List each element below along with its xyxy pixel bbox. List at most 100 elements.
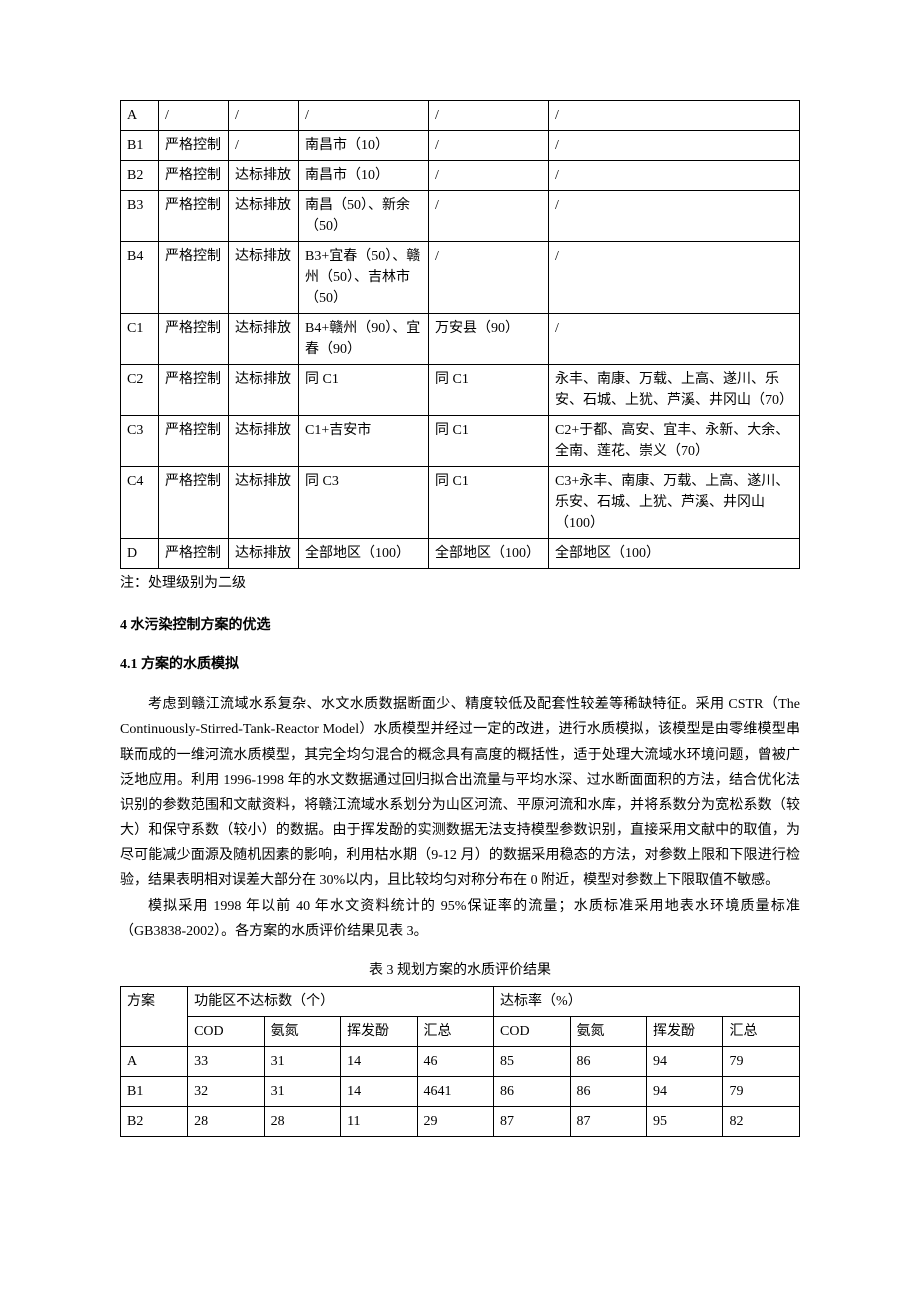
cell: /	[549, 314, 800, 365]
cell: 86	[494, 1077, 570, 1107]
cell: /	[549, 191, 800, 242]
header-cell: 达标率（%）	[494, 987, 800, 1017]
cell: 严格控制	[159, 161, 229, 191]
cell: 达标排放	[229, 191, 299, 242]
header-cell: 汇总	[417, 1017, 493, 1047]
cell: C1	[121, 314, 159, 365]
cell: 86	[570, 1047, 646, 1077]
header-cell: 氨氮	[264, 1017, 340, 1047]
table-schemes-body: A / / / / / B1 严格控制 / 南昌市（10） / / B2 严格控…	[121, 101, 800, 569]
cell: 同 C1	[429, 467, 549, 539]
table-row: B3 严格控制 达标排放 南昌（50）、新余（50） / /	[121, 191, 800, 242]
cell: 达标排放	[229, 467, 299, 539]
cell: B3+宜春（50）、赣州（50）、吉林市（50）	[299, 242, 429, 314]
section-4-title: 4 水污染控制方案的优选	[120, 615, 800, 637]
cell: B1	[121, 131, 159, 161]
cell: B2	[121, 1107, 188, 1137]
cell: 同 C1	[429, 365, 549, 416]
cell: 46	[417, 1047, 493, 1077]
table-row: A / / / / /	[121, 101, 800, 131]
cell: 同 C3	[299, 467, 429, 539]
cell: 同 C1	[429, 416, 549, 467]
cell: /	[159, 101, 229, 131]
cell: 32	[188, 1077, 264, 1107]
cell: 同 C1	[299, 365, 429, 416]
cell: 达标排放	[229, 539, 299, 569]
cell: 95	[647, 1107, 723, 1137]
cell: B2	[121, 161, 159, 191]
cell: 达标排放	[229, 161, 299, 191]
cell: B4+赣州（90）、宜春（90）	[299, 314, 429, 365]
table-row: C4 严格控制 达标排放 同 C3 同 C1 C3+永丰、南康、万载、上高、遂川…	[121, 467, 800, 539]
cell: 14	[341, 1047, 417, 1077]
cell: 94	[647, 1047, 723, 1077]
cell: /	[549, 131, 800, 161]
header-cell: 挥发酚	[341, 1017, 417, 1047]
cell: /	[429, 161, 549, 191]
cell: 14	[341, 1077, 417, 1107]
table-note: 注：处理级别为二级	[120, 573, 800, 595]
cell: C3+永丰、南康、万载、上高、遂川、乐安、石城、上犹、芦溪、井冈山（100）	[549, 467, 800, 539]
header-cell: 氨氮	[570, 1017, 646, 1047]
cell: 全部地区（100）	[429, 539, 549, 569]
cell: 87	[494, 1107, 570, 1137]
cell: C1+吉安市	[299, 416, 429, 467]
table-row: D 严格控制 达标排放 全部地区（100） 全部地区（100） 全部地区（100…	[121, 539, 800, 569]
table-schemes: A / / / / / B1 严格控制 / 南昌市（10） / / B2 严格控…	[120, 100, 800, 569]
cell: 严格控制	[159, 539, 229, 569]
cell: 28	[188, 1107, 264, 1137]
body-paragraph: 考虑到赣江流域水系复杂、水文水质数据断面少、精度较低及配套性较差等稀缺特征。采用…	[120, 692, 800, 894]
header-cell: 方案	[121, 987, 188, 1047]
table-header-row: 方案 功能区不达标数（个） 达标率（%）	[121, 987, 800, 1017]
cell: 31	[264, 1077, 340, 1107]
cell: /	[549, 242, 800, 314]
cell: C2+于都、高安、宜丰、永新、大余、全南、莲花、崇义（70）	[549, 416, 800, 467]
cell: /	[299, 101, 429, 131]
cell: 87	[570, 1107, 646, 1137]
section-4-1-title: 4.1 方案的水质模拟	[120, 654, 800, 676]
cell: 29	[417, 1107, 493, 1137]
cell: B4	[121, 242, 159, 314]
cell: 万安县（90）	[429, 314, 549, 365]
table-row: A 33 31 14 46 85 86 94 79	[121, 1047, 800, 1077]
cell: 严格控制	[159, 416, 229, 467]
table-row: B2 严格控制 达标排放 南昌市（10） / /	[121, 161, 800, 191]
cell: 4641	[417, 1077, 493, 1107]
cell: 33	[188, 1047, 264, 1077]
header-cell: 功能区不达标数（个）	[188, 987, 494, 1017]
cell: 达标排放	[229, 314, 299, 365]
cell: /	[549, 101, 800, 131]
body-paragraph: 模拟采用 1998 年以前 40 年水文资料统计的 95%保证率的流量；水质标准…	[120, 894, 800, 944]
cell: /	[429, 242, 549, 314]
header-cell: 挥发酚	[647, 1017, 723, 1047]
cell: 全部地区（100）	[549, 539, 800, 569]
table3-caption: 表 3 规划方案的水质评价结果	[120, 960, 800, 982]
table-row: B1 严格控制 / 南昌市（10） / /	[121, 131, 800, 161]
cell: /	[429, 191, 549, 242]
table-row: C1 严格控制 达标排放 B4+赣州（90）、宜春（90） 万安县（90） /	[121, 314, 800, 365]
header-cell: COD	[188, 1017, 264, 1047]
cell: 南昌市（10）	[299, 161, 429, 191]
cell: 79	[723, 1077, 800, 1107]
cell: 全部地区（100）	[299, 539, 429, 569]
table-row: B1 32 31 14 4641 86 86 94 79	[121, 1077, 800, 1107]
header-cell: COD	[494, 1017, 570, 1047]
table-subheader-row: COD 氨氮 挥发酚 汇总 COD 氨氮 挥发酚 汇总	[121, 1017, 800, 1047]
cell: A	[121, 101, 159, 131]
cell: 31	[264, 1047, 340, 1077]
cell: 94	[647, 1077, 723, 1107]
cell: 79	[723, 1047, 800, 1077]
cell: /	[229, 131, 299, 161]
cell: C2	[121, 365, 159, 416]
cell: 严格控制	[159, 365, 229, 416]
cell: /	[429, 131, 549, 161]
cell: A	[121, 1047, 188, 1077]
cell: /	[229, 101, 299, 131]
table-row: B2 28 28 11 29 87 87 95 82	[121, 1107, 800, 1137]
page: A / / / / / B1 严格控制 / 南昌市（10） / / B2 严格控…	[0, 0, 920, 1302]
cell: 86	[570, 1077, 646, 1107]
cell: /	[549, 161, 800, 191]
header-cell: 汇总	[723, 1017, 800, 1047]
cell: 85	[494, 1047, 570, 1077]
table-row: C3 严格控制 达标排放 C1+吉安市 同 C1 C2+于都、高安、宜丰、永新、…	[121, 416, 800, 467]
